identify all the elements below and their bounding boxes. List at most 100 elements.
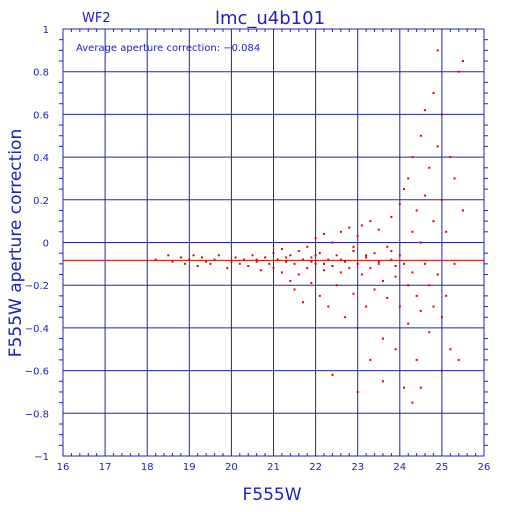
data-point (217, 254, 220, 257)
data-point (403, 262, 406, 265)
data-point (424, 194, 427, 197)
data-point (415, 358, 418, 361)
x-tick-label: 17 (99, 462, 112, 473)
data-point (360, 224, 363, 227)
data-point (209, 262, 212, 265)
data-point (428, 284, 431, 287)
data-point (314, 237, 317, 240)
data-point (310, 260, 313, 263)
x-tick-label: 21 (267, 462, 280, 473)
data-point (415, 209, 418, 212)
data-point (344, 316, 347, 319)
data-point (386, 297, 389, 300)
y-tick-label: 0.2 (33, 196, 49, 207)
x-tick-label: 19 (183, 462, 196, 473)
data-point (323, 232, 326, 235)
data-point (440, 316, 443, 319)
y-tick-label: −0.8 (25, 409, 49, 420)
data-point (428, 166, 431, 169)
data-point (432, 305, 435, 308)
panel-label: WF2 (82, 11, 111, 26)
y-axis-label: F555W aperture correction (6, 129, 26, 357)
data-point (272, 252, 275, 255)
data-point (352, 250, 355, 253)
data-point (306, 245, 309, 248)
data-point (331, 241, 334, 244)
data-point (390, 215, 393, 218)
data-point (314, 262, 317, 265)
data-point (348, 267, 351, 270)
data-point (272, 267, 275, 270)
data-point (360, 273, 363, 276)
data-point (381, 279, 384, 282)
data-point (331, 264, 334, 267)
data-point (419, 134, 422, 137)
data-point (238, 262, 241, 265)
data-point (234, 256, 237, 259)
data-point (297, 250, 300, 253)
x-tick-label: 22 (309, 462, 322, 473)
data-point (339, 271, 342, 274)
data-point (352, 245, 355, 248)
data-point (192, 254, 195, 257)
y-tick-label: −0.6 (25, 367, 49, 378)
data-point (381, 337, 384, 340)
data-point (457, 70, 460, 73)
data-point (411, 156, 414, 159)
data-point (154, 258, 157, 261)
data-point (407, 177, 410, 180)
data-point (377, 262, 380, 265)
data-point (310, 282, 313, 285)
y-tick-label: −0.2 (25, 281, 49, 292)
data-point (318, 294, 321, 297)
data-point (179, 256, 182, 259)
data-point (297, 273, 300, 276)
data-point (251, 254, 254, 257)
data-point (289, 279, 292, 282)
y-tick-label: 0.8 (33, 68, 49, 79)
data-point (289, 254, 292, 257)
data-point (226, 267, 229, 270)
y-tick-label: 0.4 (33, 153, 49, 164)
data-point (339, 258, 342, 261)
data-point (432, 220, 435, 223)
x-tick-label: 24 (393, 462, 406, 473)
data-point (398, 305, 401, 308)
data-point (264, 256, 267, 259)
y-tick-label: 0 (43, 239, 49, 250)
data-point (411, 401, 414, 404)
data-point (394, 348, 397, 351)
data-point (184, 262, 187, 265)
data-point (268, 262, 271, 265)
data-point (428, 331, 431, 334)
data-point (453, 262, 456, 265)
data-point (356, 390, 359, 393)
y-tick-label: 1 (43, 25, 49, 36)
data-point (318, 252, 321, 255)
y-tick-label: −1 (34, 452, 49, 463)
x-tick-label: 23 (351, 462, 364, 473)
x-tick-labels: 16 17 18 19 20 21 22 23 24 25 26 (57, 462, 491, 473)
x-tick-label: 16 (57, 462, 70, 473)
data-point (398, 254, 401, 257)
data-point (339, 230, 342, 233)
data-point (419, 241, 422, 244)
y-tick-label: 0.6 (33, 110, 49, 121)
data-point (453, 177, 456, 180)
data-point (419, 386, 422, 389)
data-point (356, 262, 359, 265)
data-point (457, 358, 460, 361)
data-point (243, 258, 246, 261)
data-point (440, 369, 443, 372)
average-annotation: Average aperture correction: −0.084 (76, 43, 260, 54)
data-point (213, 258, 216, 261)
data-point (461, 209, 464, 212)
data-point (280, 271, 283, 274)
data-point (445, 294, 448, 297)
data-point (377, 228, 380, 231)
data-point (327, 258, 330, 261)
data-points (154, 49, 464, 404)
data-point (461, 60, 464, 63)
data-point (419, 309, 422, 312)
